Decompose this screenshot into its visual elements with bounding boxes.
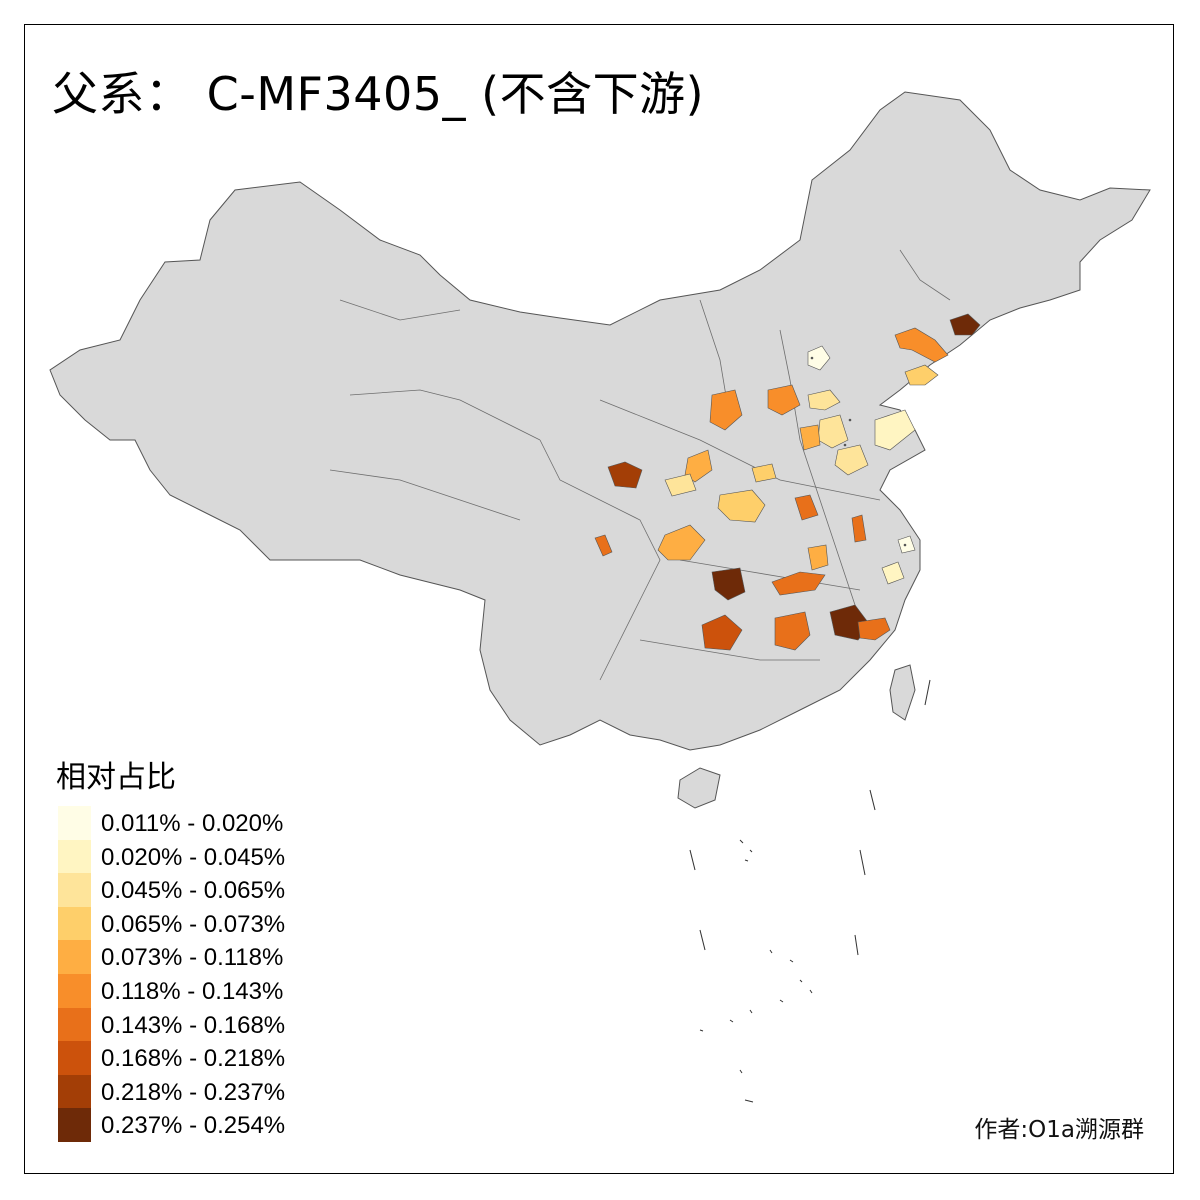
- region-fujian: [857, 617, 891, 641]
- author-credit: 作者:O1a溯源群: [974, 1117, 1144, 1143]
- south-sea-islands: [689, 679, 931, 1103]
- region-hebei-3: [799, 424, 821, 451]
- province-dot-markers: [810, 356, 907, 547]
- legend-label: 0.168% - 0.218%: [101, 1045, 286, 1073]
- region-henan: [717, 489, 766, 523]
- legend-swatch: [58, 1041, 91, 1075]
- legend-label: 0.011% - 0.020%: [101, 810, 284, 837]
- legend-swatch: [58, 1108, 91, 1142]
- legend-swatch: [58, 873, 91, 907]
- legend-swatch: [58, 806, 91, 840]
- region-anhui: [851, 514, 867, 543]
- region-liaoning-south: [904, 364, 939, 386]
- region-hubei-2: [771, 571, 826, 596]
- region-gansu: [664, 473, 697, 497]
- legend-label: 0.065% - 0.073%: [101, 910, 286, 938]
- legend-swatch: [58, 1074, 91, 1109]
- region-chongqing: [711, 567, 746, 601]
- region-hebei-1: [807, 389, 841, 411]
- region-zhejiang: [881, 561, 905, 585]
- province-borders: [329, 249, 951, 681]
- legend-label: 0.073% - 0.118%: [101, 944, 284, 972]
- region-shanxi-2: [767, 384, 801, 416]
- region-gansu-dark: [607, 461, 643, 489]
- legend-label: 0.045% - 0.065%: [101, 877, 286, 905]
- region-shandong: [874, 409, 916, 451]
- legend-swatch: [58, 1007, 91, 1042]
- hainan: [677, 767, 721, 809]
- legend-title: 相对占比: [56, 760, 176, 795]
- legend-swatch: [58, 906, 91, 941]
- legend-swatch: [58, 839, 91, 874]
- region-jiangsu: [897, 535, 916, 554]
- taiwan: [889, 664, 916, 721]
- region-liaoning-east: [949, 313, 981, 336]
- region-sichuan-small: [594, 534, 613, 557]
- mainland: [49, 91, 1151, 751]
- legend-swatch: [58, 974, 91, 1008]
- map-title: 父系： C-MF3405_ (不含下游): [52, 67, 705, 121]
- region-hubei: [807, 544, 829, 571]
- region-shandong-2: [834, 444, 869, 476]
- region-sichuan: [657, 524, 706, 561]
- region-henan-small: [751, 463, 777, 483]
- region-shaanxi: [684, 449, 713, 483]
- region-shanxi-1: [709, 389, 743, 431]
- legend-label: 0.218% - 0.237%: [101, 1078, 286, 1106]
- region-beijing: [807, 345, 831, 371]
- legend-label: 0.143% - 0.168%: [101, 1011, 286, 1039]
- region-hunan: [774, 611, 811, 651]
- region-henan-2: [794, 494, 819, 521]
- legend-label: 0.237% - 0.254%: [101, 1112, 286, 1140]
- region-liaoning-west: [894, 327, 949, 363]
- region-guizhou: [701, 614, 743, 651]
- china-landmass: [49, 91, 1151, 809]
- legend-swatch: [58, 940, 91, 974]
- legend-label: 0.118% - 0.143%: [101, 978, 284, 1005]
- highlighted-regions: [594, 313, 981, 651]
- legend-label: 0.020% - 0.045%: [101, 843, 286, 871]
